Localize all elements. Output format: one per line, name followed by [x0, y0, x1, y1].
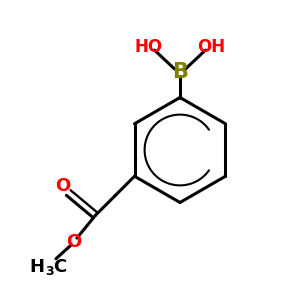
Text: H: H: [30, 258, 45, 276]
Text: HO: HO: [134, 38, 163, 56]
Text: C: C: [53, 258, 66, 276]
Text: B: B: [172, 62, 188, 82]
Text: OH: OH: [197, 38, 226, 56]
Text: O: O: [56, 177, 71, 195]
Text: O: O: [66, 233, 82, 251]
Text: 3: 3: [45, 265, 54, 278]
